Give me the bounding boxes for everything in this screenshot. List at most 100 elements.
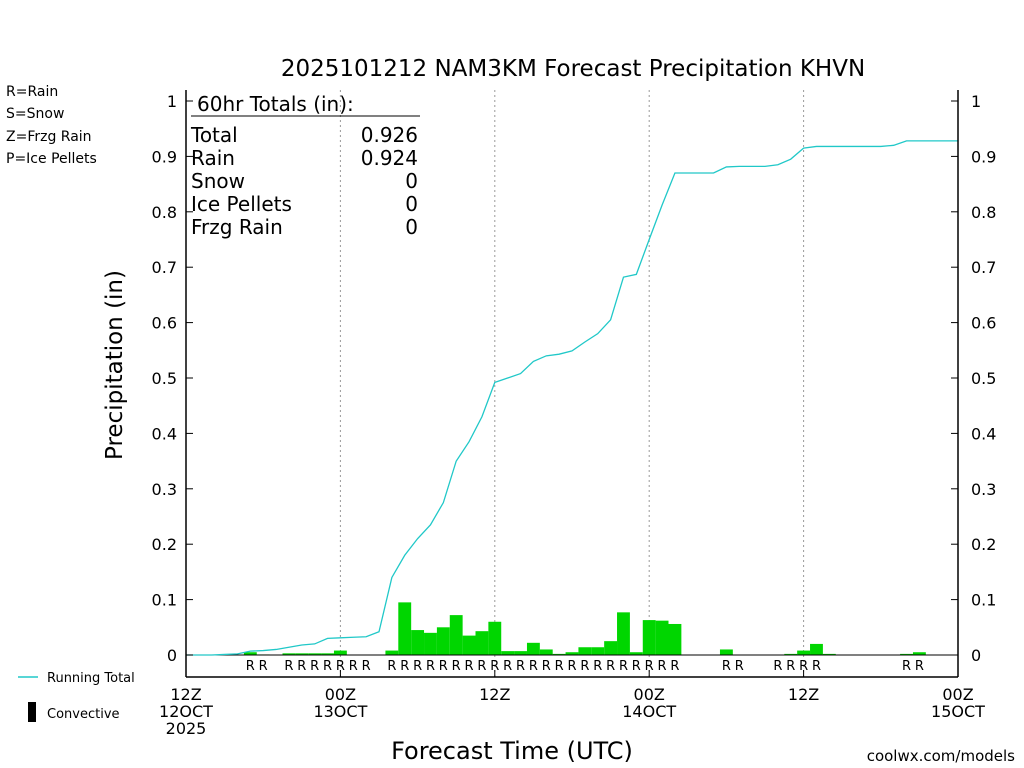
precip-bar (333, 650, 347, 655)
precip-bar (449, 615, 463, 655)
precip-bar (668, 623, 682, 655)
y-tick-label-left: 1 (167, 92, 177, 111)
precip-type-label: R (529, 659, 538, 674)
convective-legend-swatch (28, 702, 36, 722)
y-tick-label-right: 0.2 (971, 535, 996, 554)
bar-series (186, 602, 958, 656)
precip-type-label: R (542, 659, 551, 674)
precip-bar (398, 602, 412, 655)
totals-snow-label: Snow (191, 169, 245, 193)
precip-bar (526, 642, 540, 655)
precip-type-label: R (735, 659, 744, 674)
x-tick-label: 12OCT (159, 702, 213, 721)
precip-bar (629, 652, 643, 655)
precip-bar (295, 653, 309, 655)
precip-bar (822, 653, 836, 655)
y-tick-label-left: 0.6 (152, 314, 177, 333)
precip-bar (243, 652, 257, 655)
precip-bar (539, 649, 553, 655)
totals-rain-value: 0.924 (361, 146, 418, 170)
precip-type-label: R (812, 659, 821, 674)
x-tick-label: 13OCT (313, 702, 367, 721)
legend-rain: R=Rain (6, 84, 58, 100)
precip-type-label: R (915, 659, 924, 674)
y-tick-label-left: 0.5 (152, 369, 177, 388)
precip-bar (488, 621, 502, 655)
precip-bar (514, 651, 527, 655)
precip-bar (552, 653, 566, 655)
y-axis-ticks: 0 00.1 0.10.2 0.20.3 0.30.4 0.40.5 0.50.6 0.60.… (152, 92, 997, 665)
totals-ice-pellets-value: 0 (405, 192, 418, 216)
precip-type-label: R (799, 659, 808, 674)
precip-type-label: R (297, 659, 306, 674)
y-tick-label-right: 0 (971, 646, 981, 665)
precip-type-label: R (310, 659, 319, 674)
precip-type-label: R (786, 659, 795, 674)
precip-bar (912, 652, 926, 655)
precip-bar (900, 653, 913, 655)
x-tick-label: 00Z (325, 685, 356, 704)
y-tick-label-left: 0 (167, 646, 177, 665)
credit-text: coolwx.com/models (867, 747, 1015, 765)
y-tick-label-left: 0.2 (152, 535, 177, 554)
precip-type-label: R (362, 659, 371, 674)
precip-bar (784, 653, 798, 655)
precip-type-label: R (452, 659, 461, 674)
y-tick-label-right: 1 (971, 92, 981, 111)
legend-frzg-rain: Z=Frzg Rain (6, 129, 92, 145)
totals-snow-value: 0 (405, 169, 418, 193)
x-axis-title: Forecast Time (UTC) (391, 737, 633, 765)
x-tick-label: 00Z (634, 685, 665, 704)
x-tick-label: 12Z (170, 685, 201, 704)
x-tick-label: 12Z (479, 685, 510, 704)
y-tick-label-left: 0.1 (152, 591, 177, 610)
y-tick-label-right: 0.8 (971, 203, 996, 222)
precip-type-label: R (490, 659, 499, 674)
precip-bar (797, 650, 811, 655)
precip-type-label: R (593, 659, 602, 674)
totals-box: 60hr Totals (in): Total 0.926 Rain 0.924… (190, 92, 420, 239)
y-tick-label-right: 0.1 (971, 591, 996, 610)
legend-ice-pellets: P=Ice Pellets (6, 151, 97, 167)
y-tick-label-right: 0.3 (971, 480, 996, 499)
precip-type-label: R (246, 659, 255, 674)
precip-bar (308, 653, 322, 655)
y-axis-title: Precipitation (in) (102, 270, 128, 460)
precip-type-label: R (413, 659, 422, 674)
precip-bar (282, 653, 296, 655)
precip-bar (617, 612, 630, 655)
precip-bar (810, 643, 823, 655)
precip-bar (385, 650, 399, 655)
precip-type-label: R (658, 659, 667, 674)
precip-bar (501, 651, 515, 655)
precip-bar (411, 630, 425, 655)
precip-type-label: R (567, 659, 576, 674)
running-total-legend-label: Running Total (47, 671, 135, 686)
precip-type-label: R (349, 659, 358, 674)
precip-type-label: R (516, 659, 525, 674)
precip-bar (321, 653, 334, 655)
y-tick-label-right: 0.7 (971, 258, 996, 277)
x-tick-label: 14OCT (622, 702, 676, 721)
totals-total-value: 0.926 (361, 123, 418, 147)
x-tick-label: 00Z (942, 685, 973, 704)
y-tick-label-right: 0.9 (971, 147, 996, 166)
precip-bar (719, 649, 733, 655)
precip-type-label: R (773, 659, 782, 674)
precip-type-label: R (503, 659, 512, 674)
precip-bar (424, 632, 437, 655)
precip-type-label: R (670, 659, 679, 674)
series-legend: Running Total Convective (18, 671, 135, 722)
totals-frzg-rain-label: Frzg Rain (191, 215, 283, 239)
running-total-line (186, 140, 958, 656)
precip-type-label: R (284, 659, 293, 674)
precip-type-label: R (580, 659, 589, 674)
precip-bar (436, 627, 450, 655)
y-tick-label-left: 0.8 (152, 203, 177, 222)
precip-bar (591, 647, 605, 655)
precip-type-label: R (645, 659, 654, 674)
x-tick-label: 12Z (788, 685, 819, 704)
